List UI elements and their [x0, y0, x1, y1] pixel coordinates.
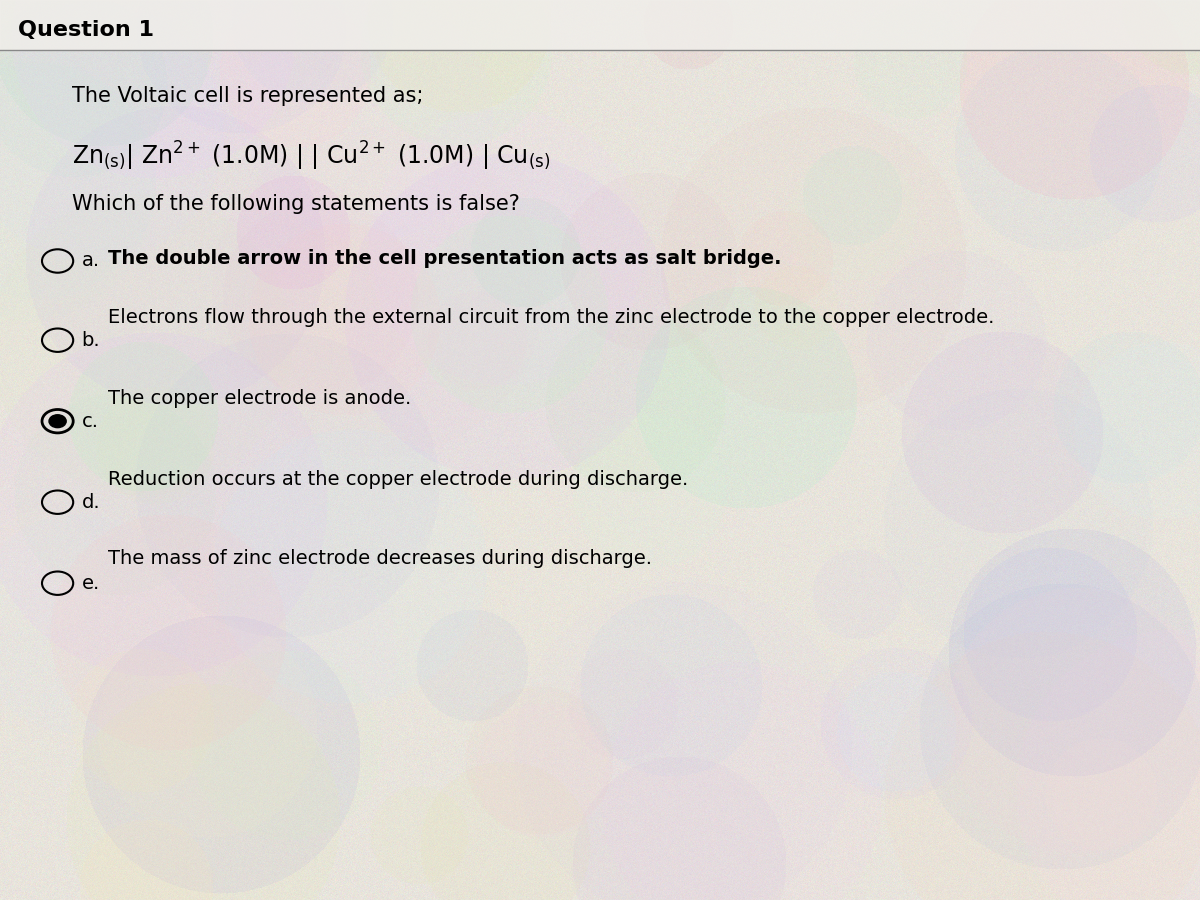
Text: Reduction occurs at the copper electrode during discharge.: Reduction occurs at the copper electrode… — [108, 470, 689, 489]
Text: Which of the following statements is false?: Which of the following statements is fal… — [72, 194, 520, 214]
Text: c.: c. — [82, 411, 98, 431]
Text: The double arrow in the cell presentation acts as salt bridge.: The double arrow in the cell presentatio… — [108, 248, 781, 268]
Text: a.: a. — [82, 251, 100, 271]
Text: The mass of zinc electrode decreases during discharge.: The mass of zinc electrode decreases dur… — [108, 549, 652, 568]
Text: Question 1: Question 1 — [18, 20, 154, 40]
Text: e.: e. — [82, 573, 100, 593]
Text: Electrons flow through the external circuit from the zinc electrode to the coppe: Electrons flow through the external circ… — [108, 308, 995, 327]
Text: d.: d. — [82, 492, 101, 512]
Text: The Voltaic cell is represented as;: The Voltaic cell is represented as; — [72, 86, 424, 105]
Circle shape — [49, 415, 66, 428]
Text: The copper electrode is anode.: The copper electrode is anode. — [108, 389, 412, 408]
Text: Zn$_\mathregular{(s)}$| Zn$^{2+}$ (1.0M) | | Cu$^{2+}$ (1.0M) | Cu$_\mathregular: Zn$_\mathregular{(s)}$| Zn$^{2+}$ (1.0M)… — [72, 140, 551, 172]
Bar — [0, 0, 1200, 50]
Text: b.: b. — [82, 330, 101, 350]
